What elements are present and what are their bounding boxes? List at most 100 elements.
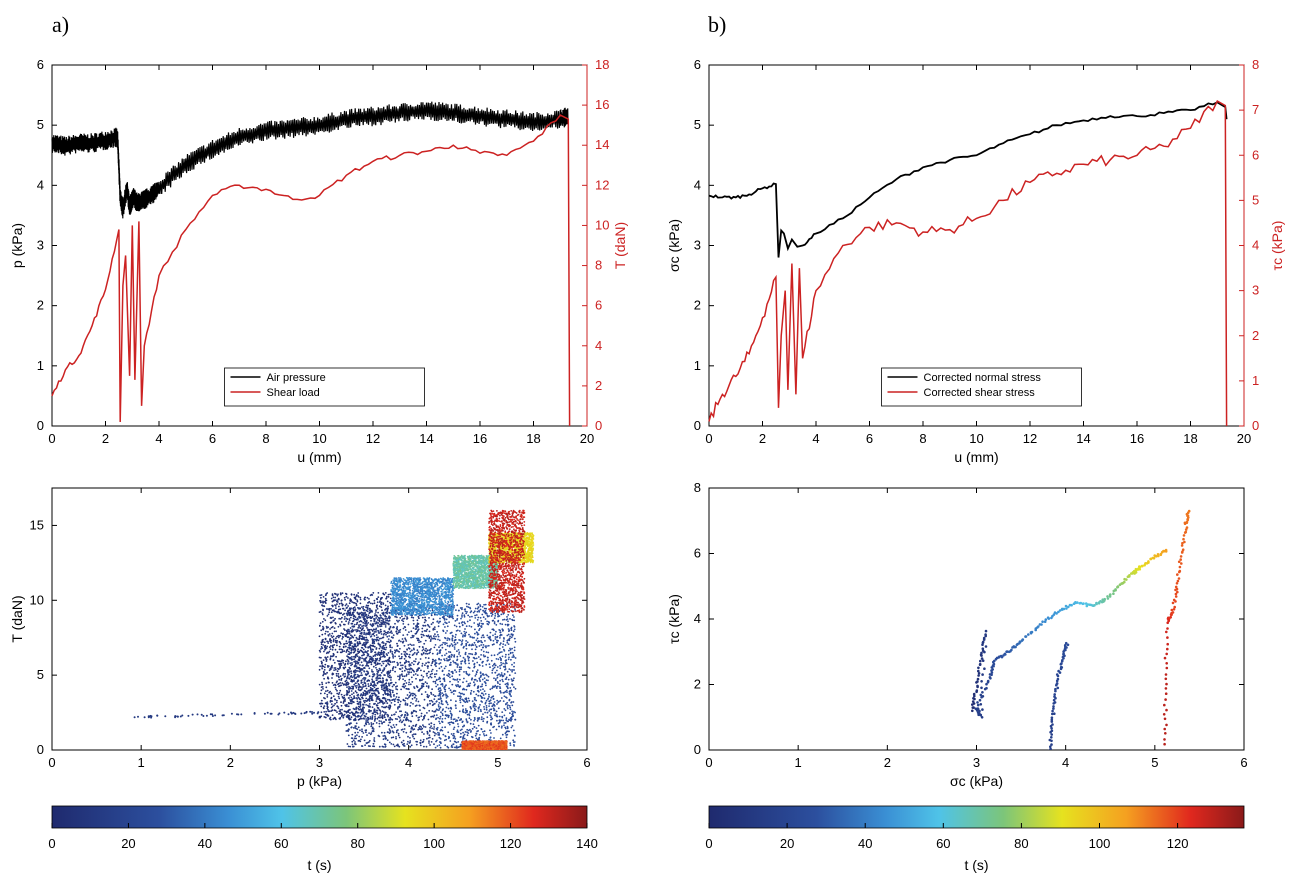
scatter-point <box>374 664 377 666</box>
scatter-point <box>325 686 328 689</box>
scatter-point <box>359 620 362 622</box>
scatter-point <box>394 615 396 618</box>
scatter-point <box>493 621 496 623</box>
scatter-point <box>391 699 393 701</box>
scatter-point <box>501 623 504 626</box>
scatter-point <box>511 651 514 654</box>
panel-label-b: b) <box>708 12 726 37</box>
scatter-point <box>507 614 510 616</box>
scatter-point <box>367 721 370 724</box>
scatter-point <box>474 607 477 610</box>
scatter-point <box>437 638 439 641</box>
scatter-point <box>342 672 345 675</box>
scatter-point <box>421 727 424 730</box>
scatter-point <box>350 680 352 683</box>
scatter-point <box>361 625 363 628</box>
scatter-point <box>405 660 408 663</box>
scatter-point <box>326 615 329 617</box>
scatter-point <box>349 598 352 601</box>
scatter-point <box>416 740 419 743</box>
scatter-point <box>338 602 341 605</box>
scatter-point <box>513 646 516 649</box>
scatter-point <box>364 596 367 599</box>
scatter-point <box>476 637 479 640</box>
scatter-point <box>349 657 351 660</box>
scatter-point <box>337 660 340 663</box>
scatter-point <box>446 695 449 698</box>
scatter-point <box>455 719 458 721</box>
scatter-point <box>479 704 481 706</box>
scatter-point <box>427 718 430 721</box>
scatter-point <box>412 674 415 676</box>
scatter-point <box>340 599 343 602</box>
scatter-point <box>352 685 355 688</box>
scatter-point <box>374 651 376 654</box>
scatter-point <box>383 734 386 737</box>
scatter-point <box>437 709 440 712</box>
scatter-point <box>350 737 353 739</box>
scatter-point <box>419 744 422 747</box>
scatter-point <box>392 736 395 739</box>
scatter-point <box>445 693 447 695</box>
scatter-point <box>509 687 512 689</box>
scatter-point <box>482 650 485 653</box>
scatter-point <box>345 617 348 620</box>
scatter-point <box>387 617 390 619</box>
scatter-point <box>362 654 364 656</box>
scatter-point <box>474 697 476 699</box>
scatter-point <box>410 744 413 747</box>
scatter-point <box>347 734 350 737</box>
scatter-point <box>419 640 422 643</box>
x-tick-label: 6 <box>583 755 590 770</box>
scatter-point <box>362 678 364 680</box>
scatter-point <box>482 730 484 733</box>
scatter-point <box>412 623 415 625</box>
scatter-point <box>329 655 332 658</box>
scatter-point <box>347 709 350 712</box>
scatter-point <box>481 613 484 616</box>
scatter-point <box>321 667 324 670</box>
scatter-point <box>512 741 515 743</box>
scatter-point <box>416 686 419 689</box>
scatter-point <box>487 651 490 654</box>
scatter-point <box>499 686 501 688</box>
scatter-point <box>507 704 509 707</box>
scatter-point <box>348 630 351 633</box>
scatter-point <box>333 627 336 629</box>
scatter-point <box>359 669 362 672</box>
scatter-point <box>347 612 349 615</box>
scatter-point <box>336 699 338 702</box>
scatter-point <box>505 661 507 664</box>
scatter-point <box>444 710 447 713</box>
scatter-point <box>357 618 359 621</box>
scatter-point <box>508 699 511 702</box>
scatter-point <box>348 632 351 635</box>
x-tick-label: 16 <box>473 431 487 446</box>
scatter-point <box>498 715 501 718</box>
scatter-point <box>343 650 346 652</box>
scatter-point <box>501 675 504 678</box>
scatter-point <box>340 704 343 707</box>
scatter-point <box>398 668 401 670</box>
scatter-point <box>507 633 510 636</box>
scatter-point <box>327 642 330 644</box>
scatter-point <box>361 644 364 646</box>
scatter-point <box>512 654 515 657</box>
scatter-point <box>338 617 341 620</box>
scatter-point <box>360 672 363 674</box>
scatter-point <box>346 703 348 706</box>
scatter-point <box>448 651 450 653</box>
scatter-point <box>382 746 385 748</box>
scatter-point <box>353 593 356 596</box>
scatter-point <box>366 632 369 635</box>
scatter-point <box>342 662 345 664</box>
scatter-point <box>334 698 336 700</box>
scatter-point <box>381 697 384 700</box>
scatter-point <box>320 660 323 663</box>
scatter-point <box>441 718 444 720</box>
scatter-point <box>451 639 454 642</box>
scatter-point <box>472 723 475 726</box>
scatter-point <box>334 610 337 613</box>
scatter-point <box>501 711 504 713</box>
y-axis-label: σc (kPa) <box>666 219 682 272</box>
